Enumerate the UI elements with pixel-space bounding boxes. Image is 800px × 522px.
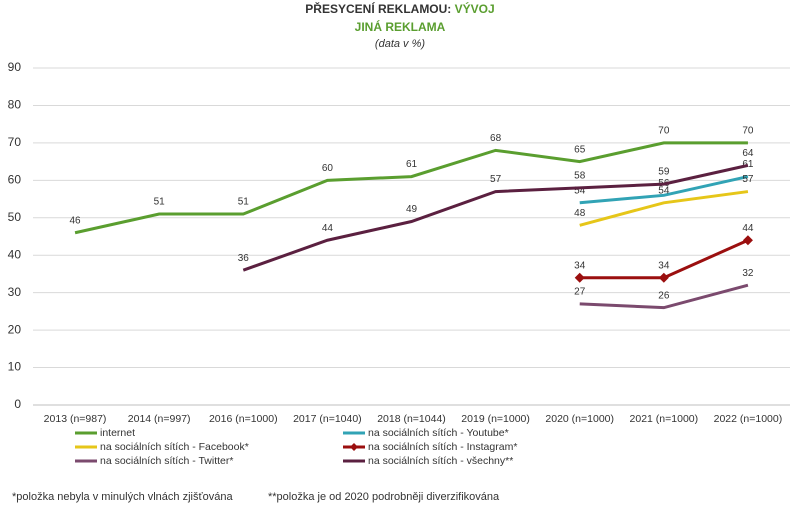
marker: [658, 272, 669, 283]
data-label: 70: [658, 126, 670, 137]
data-label: 61: [406, 159, 418, 170]
legend-label: na sociálních sítích - Instagram*: [368, 441, 517, 453]
legend-label: na sociálních sítích - Youtube*: [368, 427, 509, 439]
data-label: 32: [742, 268, 754, 279]
y-tick-label: 70: [8, 135, 22, 149]
data-label: 46: [69, 215, 81, 226]
data-label: 54: [574, 185, 586, 196]
series-line: [579, 238, 749, 280]
data-label: 54: [658, 185, 670, 196]
data-label: 44: [742, 223, 754, 234]
marker: [574, 272, 585, 283]
data-label: 48: [574, 208, 586, 219]
y-tick-label: 50: [8, 210, 22, 224]
data-label: 34: [574, 260, 586, 271]
x-tick-label: 2021 (n=1000): [630, 413, 699, 425]
data-label: 49: [406, 204, 418, 215]
data-label: 36: [238, 253, 250, 264]
data-label: 26: [658, 290, 670, 301]
data-label: 58: [574, 170, 586, 181]
data-label: 70: [742, 126, 754, 137]
data-label: 68: [490, 133, 502, 144]
data-label: 51: [238, 197, 250, 208]
y-tick-label: 30: [8, 285, 22, 299]
data-label: 44: [322, 223, 334, 234]
chart-title-line: PŘESYCENÍ REKLAMOU: VÝVOJ: [305, 1, 494, 16]
footnote: *položka nebyla v minulých vlnách zjišťo…: [12, 491, 233, 503]
y-tick-label: 80: [8, 98, 22, 112]
data-label: 61: [742, 159, 754, 170]
series-line: [579, 190, 749, 227]
y-tick-label: 60: [8, 173, 22, 187]
y-tick-label: 10: [8, 360, 22, 374]
y-tick-label: 40: [8, 247, 22, 261]
legend-label: na sociálních sítích - Twitter*: [100, 455, 233, 467]
data-label: 27: [574, 287, 586, 298]
legend-label: na sociálních sítích - všechny**: [368, 455, 513, 467]
chart-title-highlight: VÝVOJ: [455, 1, 495, 16]
data-label: 65: [574, 144, 586, 155]
x-tick-label: 2014 (n=997): [128, 413, 191, 425]
series-line: [579, 175, 749, 205]
x-tick-label: 2016 (n=1000): [209, 413, 278, 425]
x-tick-label: 2013 (n=987): [44, 413, 107, 425]
legend-label: internet: [100, 427, 135, 439]
legend-marker: [350, 443, 358, 451]
marker: [742, 235, 753, 246]
chart-subtitle: JINÁ REKLAMA: [355, 19, 446, 34]
series-line: [579, 283, 749, 310]
data-label: 51: [154, 197, 166, 208]
x-tick-label: 2020 (n=1000): [545, 413, 614, 425]
data-label: 57: [742, 174, 754, 185]
data-label: 57: [490, 174, 502, 185]
data-label: 59: [658, 167, 670, 178]
series-line: [74, 141, 748, 235]
x-tick-label: 2019 (n=1000): [461, 413, 530, 425]
data-label: 60: [322, 163, 334, 174]
data-label: 64: [742, 148, 754, 159]
series-line: [242, 163, 749, 272]
data-label: 34: [658, 260, 670, 271]
y-tick-label: 20: [8, 322, 22, 336]
x-tick-label: 2018 (n=1044): [377, 413, 446, 425]
chart-title: PŘESYCENÍ REKLAMOU:: [305, 1, 451, 16]
unit-note: (data v %): [375, 38, 425, 50]
x-tick-label: 2017 (n=1040): [293, 413, 362, 425]
y-tick-label: 90: [8, 60, 22, 74]
x-tick-label: 2022 (n=1000): [714, 413, 783, 425]
legend-label: na sociálních sítích - Facebook*: [100, 441, 249, 453]
y-tick-label: 0: [14, 397, 21, 411]
footnote: **položka je od 2020 podrobněji diverzif…: [268, 491, 500, 503]
